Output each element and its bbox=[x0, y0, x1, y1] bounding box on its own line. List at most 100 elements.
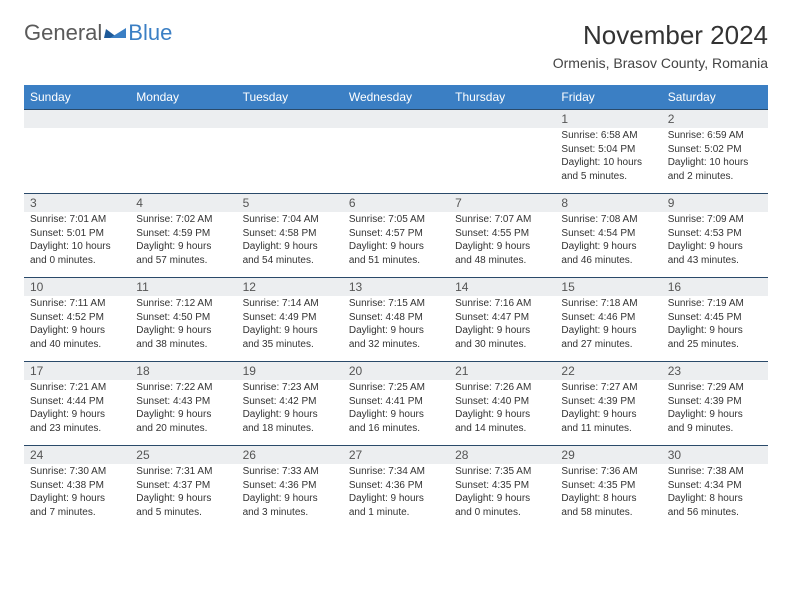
day-details: Sunrise: 7:26 AMSunset: 4:40 PMDaylight:… bbox=[455, 381, 549, 435]
weekday-header: Thursday bbox=[449, 85, 555, 110]
day-details: Sunrise: 7:33 AMSunset: 4:36 PMDaylight:… bbox=[243, 465, 337, 519]
day-cell: 18Sunrise: 7:22 AMSunset: 4:43 PMDayligh… bbox=[130, 362, 236, 446]
day-number: 21 bbox=[449, 362, 555, 380]
week-row: 1Sunrise: 6:58 AMSunset: 5:04 PMDaylight… bbox=[24, 110, 768, 194]
day-number: 12 bbox=[237, 278, 343, 296]
day-cell: 23Sunrise: 7:29 AMSunset: 4:39 PMDayligh… bbox=[662, 362, 768, 446]
empty-cell bbox=[130, 110, 236, 194]
day-number: 11 bbox=[130, 278, 236, 296]
day-number: 30 bbox=[662, 446, 768, 464]
day-details: Sunrise: 7:02 AMSunset: 4:59 PMDaylight:… bbox=[136, 213, 230, 267]
day-number: 28 bbox=[449, 446, 555, 464]
day-number: 18 bbox=[130, 362, 236, 380]
day-number: 20 bbox=[343, 362, 449, 380]
week-row: 17Sunrise: 7:21 AMSunset: 4:44 PMDayligh… bbox=[24, 362, 768, 446]
day-details: Sunrise: 7:23 AMSunset: 4:42 PMDaylight:… bbox=[243, 381, 337, 435]
day-cell: 20Sunrise: 7:25 AMSunset: 4:41 PMDayligh… bbox=[343, 362, 449, 446]
day-cell: 22Sunrise: 7:27 AMSunset: 4:39 PMDayligh… bbox=[555, 362, 661, 446]
day-number: 25 bbox=[130, 446, 236, 464]
day-number: 14 bbox=[449, 278, 555, 296]
day-number: 6 bbox=[343, 194, 449, 212]
day-details: Sunrise: 7:12 AMSunset: 4:50 PMDaylight:… bbox=[136, 297, 230, 351]
day-number: 13 bbox=[343, 278, 449, 296]
location-text: Ormenis, Brasov County, Romania bbox=[553, 55, 768, 71]
weekday-header: Friday bbox=[555, 85, 661, 110]
calendar-table: Sunday Monday Tuesday Wednesday Thursday… bbox=[24, 85, 768, 530]
day-details: Sunrise: 7:16 AMSunset: 4:47 PMDaylight:… bbox=[455, 297, 549, 351]
day-number: 22 bbox=[555, 362, 661, 380]
day-details: Sunrise: 7:05 AMSunset: 4:57 PMDaylight:… bbox=[349, 213, 443, 267]
day-number: 4 bbox=[130, 194, 236, 212]
day-details: Sunrise: 7:09 AMSunset: 4:53 PMDaylight:… bbox=[668, 213, 762, 267]
day-number: 10 bbox=[24, 278, 130, 296]
day-number: 2 bbox=[662, 110, 768, 128]
week-row: 24Sunrise: 7:30 AMSunset: 4:38 PMDayligh… bbox=[24, 446, 768, 530]
day-cell: 24Sunrise: 7:30 AMSunset: 4:38 PMDayligh… bbox=[24, 446, 130, 530]
day-cell: 14Sunrise: 7:16 AMSunset: 4:47 PMDayligh… bbox=[449, 278, 555, 362]
day-cell: 17Sunrise: 7:21 AMSunset: 4:44 PMDayligh… bbox=[24, 362, 130, 446]
weekday-header: Saturday bbox=[662, 85, 768, 110]
day-cell: 4Sunrise: 7:02 AMSunset: 4:59 PMDaylight… bbox=[130, 194, 236, 278]
day-details: Sunrise: 7:04 AMSunset: 4:58 PMDaylight:… bbox=[243, 213, 337, 267]
day-cell: 7Sunrise: 7:07 AMSunset: 4:55 PMDaylight… bbox=[449, 194, 555, 278]
header: GeneralBlue November 2024 Ormenis, Braso… bbox=[24, 20, 768, 71]
brand-logo: GeneralBlue bbox=[24, 20, 172, 46]
day-cell: 1Sunrise: 6:58 AMSunset: 5:04 PMDaylight… bbox=[555, 110, 661, 194]
day-details: Sunrise: 7:34 AMSunset: 4:36 PMDaylight:… bbox=[349, 465, 443, 519]
day-number: 26 bbox=[237, 446, 343, 464]
day-number: 16 bbox=[662, 278, 768, 296]
day-details: Sunrise: 7:19 AMSunset: 4:45 PMDaylight:… bbox=[668, 297, 762, 351]
day-cell: 11Sunrise: 7:12 AMSunset: 4:50 PMDayligh… bbox=[130, 278, 236, 362]
day-cell: 3Sunrise: 7:01 AMSunset: 5:01 PMDaylight… bbox=[24, 194, 130, 278]
day-cell: 12Sunrise: 7:14 AMSunset: 4:49 PMDayligh… bbox=[237, 278, 343, 362]
day-details: Sunrise: 6:59 AMSunset: 5:02 PMDaylight:… bbox=[668, 129, 762, 183]
day-details: Sunrise: 7:25 AMSunset: 4:41 PMDaylight:… bbox=[349, 381, 443, 435]
day-number: 9 bbox=[662, 194, 768, 212]
day-cell: 16Sunrise: 7:19 AMSunset: 4:45 PMDayligh… bbox=[662, 278, 768, 362]
brand-part1: General bbox=[24, 20, 102, 46]
day-details: Sunrise: 7:11 AMSunset: 4:52 PMDaylight:… bbox=[30, 297, 124, 351]
day-number: 19 bbox=[237, 362, 343, 380]
triangle-icon bbox=[104, 20, 128, 46]
weekday-header: Wednesday bbox=[343, 85, 449, 110]
day-cell: 28Sunrise: 7:35 AMSunset: 4:35 PMDayligh… bbox=[449, 446, 555, 530]
day-number: 29 bbox=[555, 446, 661, 464]
day-details: Sunrise: 7:35 AMSunset: 4:35 PMDaylight:… bbox=[455, 465, 549, 519]
week-row: 3Sunrise: 7:01 AMSunset: 5:01 PMDaylight… bbox=[24, 194, 768, 278]
day-cell: 26Sunrise: 7:33 AMSunset: 4:36 PMDayligh… bbox=[237, 446, 343, 530]
day-cell: 5Sunrise: 7:04 AMSunset: 4:58 PMDaylight… bbox=[237, 194, 343, 278]
day-cell: 21Sunrise: 7:26 AMSunset: 4:40 PMDayligh… bbox=[449, 362, 555, 446]
day-number: 5 bbox=[237, 194, 343, 212]
day-details: Sunrise: 7:01 AMSunset: 5:01 PMDaylight:… bbox=[30, 213, 124, 267]
empty-cell bbox=[237, 110, 343, 194]
week-row: 10Sunrise: 7:11 AMSunset: 4:52 PMDayligh… bbox=[24, 278, 768, 362]
empty-cell bbox=[449, 110, 555, 194]
day-cell: 6Sunrise: 7:05 AMSunset: 4:57 PMDaylight… bbox=[343, 194, 449, 278]
day-number: 23 bbox=[662, 362, 768, 380]
day-cell: 9Sunrise: 7:09 AMSunset: 4:53 PMDaylight… bbox=[662, 194, 768, 278]
day-details: Sunrise: 6:58 AMSunset: 5:04 PMDaylight:… bbox=[561, 129, 655, 183]
day-number: 17 bbox=[24, 362, 130, 380]
day-details: Sunrise: 7:07 AMSunset: 4:55 PMDaylight:… bbox=[455, 213, 549, 267]
title-block: November 2024 Ormenis, Brasov County, Ro… bbox=[553, 20, 768, 71]
day-details: Sunrise: 7:29 AMSunset: 4:39 PMDaylight:… bbox=[668, 381, 762, 435]
day-details: Sunrise: 7:38 AMSunset: 4:34 PMDaylight:… bbox=[668, 465, 762, 519]
day-cell: 2Sunrise: 6:59 AMSunset: 5:02 PMDaylight… bbox=[662, 110, 768, 194]
day-details: Sunrise: 7:14 AMSunset: 4:49 PMDaylight:… bbox=[243, 297, 337, 351]
day-details: Sunrise: 7:18 AMSunset: 4:46 PMDaylight:… bbox=[561, 297, 655, 351]
day-number: 15 bbox=[555, 278, 661, 296]
empty-cell bbox=[343, 110, 449, 194]
day-details: Sunrise: 7:27 AMSunset: 4:39 PMDaylight:… bbox=[561, 381, 655, 435]
day-cell: 8Sunrise: 7:08 AMSunset: 4:54 PMDaylight… bbox=[555, 194, 661, 278]
day-number: 8 bbox=[555, 194, 661, 212]
day-number: 24 bbox=[24, 446, 130, 464]
day-details: Sunrise: 7:31 AMSunset: 4:37 PMDaylight:… bbox=[136, 465, 230, 519]
empty-cell bbox=[24, 110, 130, 194]
weekday-header: Tuesday bbox=[237, 85, 343, 110]
day-number: 27 bbox=[343, 446, 449, 464]
day-number: 7 bbox=[449, 194, 555, 212]
month-title: November 2024 bbox=[553, 20, 768, 51]
weekday-header: Monday bbox=[130, 85, 236, 110]
day-details: Sunrise: 7:36 AMSunset: 4:35 PMDaylight:… bbox=[561, 465, 655, 519]
day-number: 1 bbox=[555, 110, 661, 128]
